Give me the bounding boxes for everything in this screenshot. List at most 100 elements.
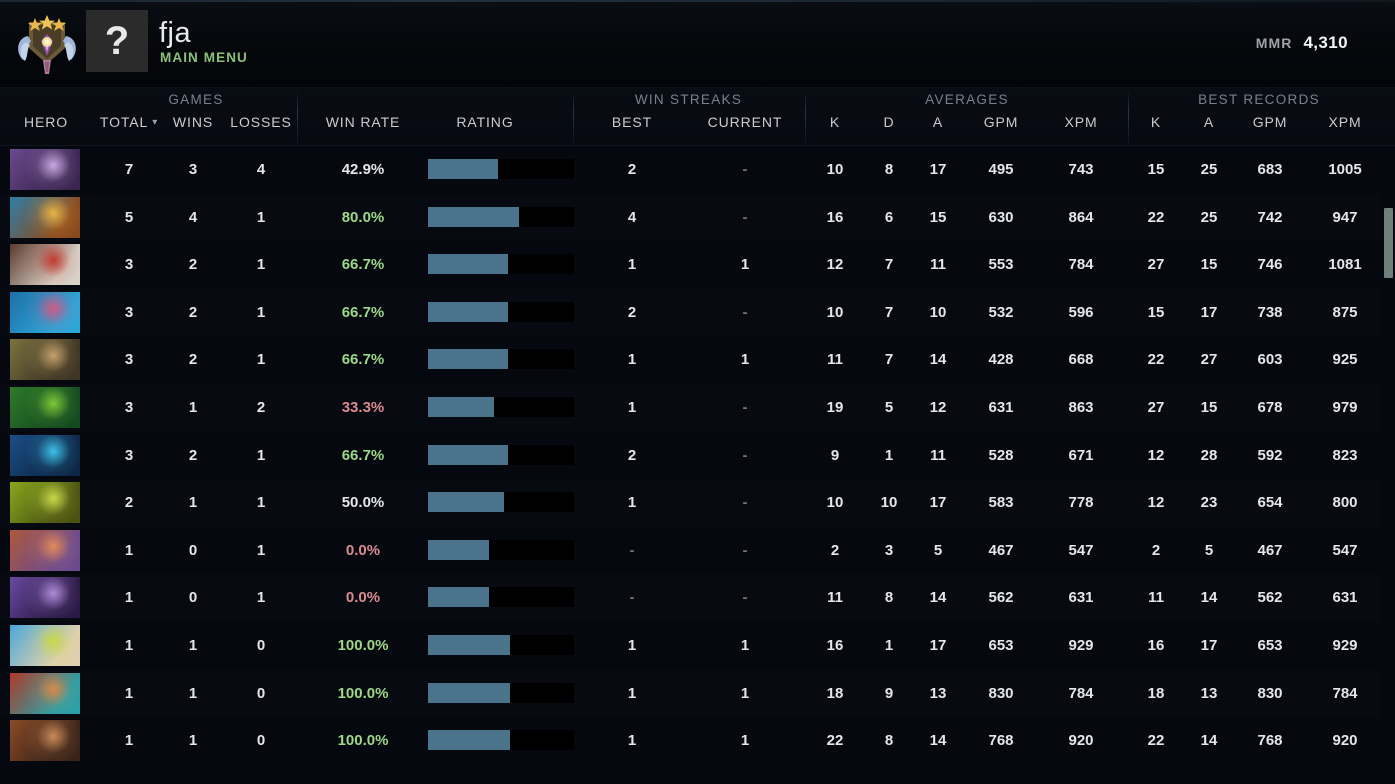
table-row[interactable]: 1 1 0 1 1 18 9 13 830 784 18 13 830 784 100.0%	[0, 670, 1395, 718]
cell-avg_gpm: 467	[988, 541, 1014, 559]
column-divider-2	[573, 90, 574, 144]
table-row[interactable]: 3 1 2 1-19 5 12 631 863 27 15 678 979 33.3%	[0, 384, 1395, 432]
rating-bar-track	[428, 301, 574, 322]
hero-portrait-icon[interactable]	[10, 672, 80, 714]
top-header-bar: ? fja MAIN MENU MMR 4,310	[0, 0, 1395, 88]
hero-portrait-icon[interactable]	[10, 196, 80, 238]
cell-losses: 0	[256, 637, 266, 654]
table-row[interactable]: 2 1 1 1 - 10 10 17 583 778 12 23 654 800 50.0%	[0, 479, 1395, 527]
column-header-avg_xpm[interactable]: XPM	[1064, 114, 1098, 130]
table-row[interactable]: 7 3 4 2 - 10 8 17 495 743 15 25 683 1005 42.9%	[0, 146, 1395, 194]
cell-total: 1	[124, 732, 134, 750]
cell-best_xpm: 947	[1332, 208, 1358, 226]
cell-wins: 1	[188, 732, 198, 750]
cell-best_gpm: 654	[1257, 494, 1283, 512]
column-header-win_rate[interactable]: WIN RATE	[325, 114, 401, 130]
cell-losses: 2	[256, 399, 266, 416]
main-menu-label[interactable]: MAIN MENU	[160, 50, 248, 65]
cell-avg_a: 17	[929, 161, 947, 178]
cell-win-rate: 0.0%	[345, 541, 381, 559]
cell-avg_k: 22	[826, 732, 844, 750]
cell-avg_gpm: 428	[988, 351, 1014, 369]
cell-avg_a: 13	[929, 684, 947, 702]
table-row[interactable]: 3 2 1 2 - 10 7 10 532 596 15 17 738 875 66.7%	[0, 289, 1395, 337]
column-header-rating[interactable]: RATING	[456, 114, 514, 130]
cell-streak_best: 1	[627, 351, 637, 369]
vertical-scrollbar[interactable]	[1381, 146, 1395, 784]
column-header-best_a[interactable]: A	[1203, 114, 1215, 130]
cell-streak_best: 1	[627, 494, 637, 512]
cell-avg_d: 1	[884, 446, 894, 464]
hero-portrait-icon[interactable]	[10, 625, 80, 666]
column-header-hero[interactable]: HERO	[23, 114, 69, 130]
column-header-avg_gpm[interactable]: GPM	[983, 114, 1019, 130]
table-row[interactable]: 3 2 1 1 1 12 7 11 553 784 27 15 746 1081 66.7%	[0, 241, 1395, 289]
rating-bar-fill	[428, 492, 504, 513]
cell-total: 1	[124, 589, 134, 607]
hero-portrait-icon[interactable]	[10, 529, 80, 571]
rating-bar-track	[428, 682, 574, 703]
cell-avg_xpm: 743	[1068, 161, 1094, 178]
hero-portrait-icon[interactable]	[10, 339, 80, 381]
table-row[interactable]: 3 2 1 1 1 11 7 14 428 668 22 27 603 925 66.7%	[0, 336, 1395, 384]
hero-portrait-icon[interactable]	[10, 434, 80, 476]
cell-avg_gpm: 768	[988, 732, 1014, 750]
column-divider-1	[297, 90, 298, 144]
table-row[interactable]: 5 4 1 4 - 16 6 15 630 864 22 25 742 947 80.0%	[0, 194, 1395, 242]
table-row[interactable]: 1 1 0 1 1 22 8 14 768 920 22 14 768 920 100.0%	[0, 717, 1395, 765]
column-header-best_k[interactable]: K	[1150, 114, 1162, 130]
cell-streak_cur: 1	[740, 256, 750, 274]
column-header-streak_best[interactable]: BEST	[611, 114, 653, 130]
column-header-avg_a[interactable]: A	[932, 114, 944, 130]
cell-best_k: 15	[1147, 303, 1165, 321]
column-header-best_gpm[interactable]: GPM	[1252, 114, 1288, 130]
rating-bar-fill	[428, 254, 509, 275]
column-header-losses[interactable]: LOSSES	[230, 114, 292, 130]
cell-total: 3	[124, 399, 134, 416]
cell-total: 1	[124, 541, 134, 559]
cell-wins: 1	[188, 494, 198, 512]
column-header-avg_d[interactable]: D	[883, 114, 895, 130]
cell-streak_best: 1	[627, 256, 637, 274]
cell-losses: 4	[256, 161, 266, 178]
hero-portrait-icon[interactable]	[10, 577, 80, 619]
cell-best_xpm: 925	[1332, 351, 1358, 369]
column-header-streak_cur[interactable]: CURRENT	[707, 114, 783, 130]
cell-best_a: 17	[1200, 303, 1218, 321]
table-row[interactable]: 3 2 1 2-9 1 11 528 671 12 28 592 823 66.7%	[0, 432, 1395, 480]
column-header-avg_k[interactable]: K	[829, 114, 841, 130]
mmr-label: MMR	[1255, 35, 1293, 51]
cell-best_a: 15	[1200, 256, 1218, 274]
cell-wins: 2	[188, 446, 198, 464]
cell-avg_a: 14	[929, 732, 947, 750]
rating-bar-track	[428, 492, 574, 513]
cell-avg_xpm: 668	[1068, 351, 1094, 369]
cell-avg_d: 7	[884, 351, 894, 369]
hero-portrait-icon[interactable]	[10, 720, 80, 762]
cell-best_gpm: 738	[1257, 303, 1283, 321]
column-header-total[interactable]: TOTAL ▾	[99, 114, 159, 130]
hero-portrait-icon[interactable]	[10, 244, 80, 286]
rating-bar-track	[428, 159, 574, 179]
cell-losses: 1	[256, 256, 266, 274]
cell-streak_best: 1	[627, 684, 637, 702]
hero-portrait-icon[interactable]	[10, 149, 80, 190]
avatar[interactable]: ?	[86, 10, 148, 72]
cell-streak_best: 2	[627, 446, 637, 464]
column-header-best_xpm[interactable]: XPM	[1328, 114, 1362, 130]
cell-avg_xpm: 547	[1068, 541, 1094, 559]
cell-streak_best: 1	[627, 637, 637, 654]
hero-portrait-icon[interactable]	[10, 291, 80, 333]
cell-wins: 2	[188, 303, 198, 321]
rating-bar-fill	[428, 587, 490, 608]
column-header-wins[interactable]: WINS	[172, 114, 214, 130]
table-row[interactable]: 1 0 1 - - 11 8 14 562 631 11 14 562 631 0.0%	[0, 574, 1395, 622]
cell-wins: 4	[188, 208, 198, 226]
hero-portrait-icon[interactable]	[10, 482, 80, 524]
hero-portrait-icon[interactable]	[10, 387, 80, 428]
cell-best_k: 12	[1147, 446, 1165, 464]
scrollbar-thumb[interactable]	[1384, 208, 1393, 278]
table-row[interactable]: 1 1 0 1 1 16 1 17 653 929 16 17 653 929 100.0%	[0, 622, 1395, 670]
table-row[interactable]: 1 0 1 - - 2 3 5 467 547 2 5 467 547 0.0%	[0, 527, 1395, 575]
cell-avg_d: 6	[884, 208, 894, 226]
